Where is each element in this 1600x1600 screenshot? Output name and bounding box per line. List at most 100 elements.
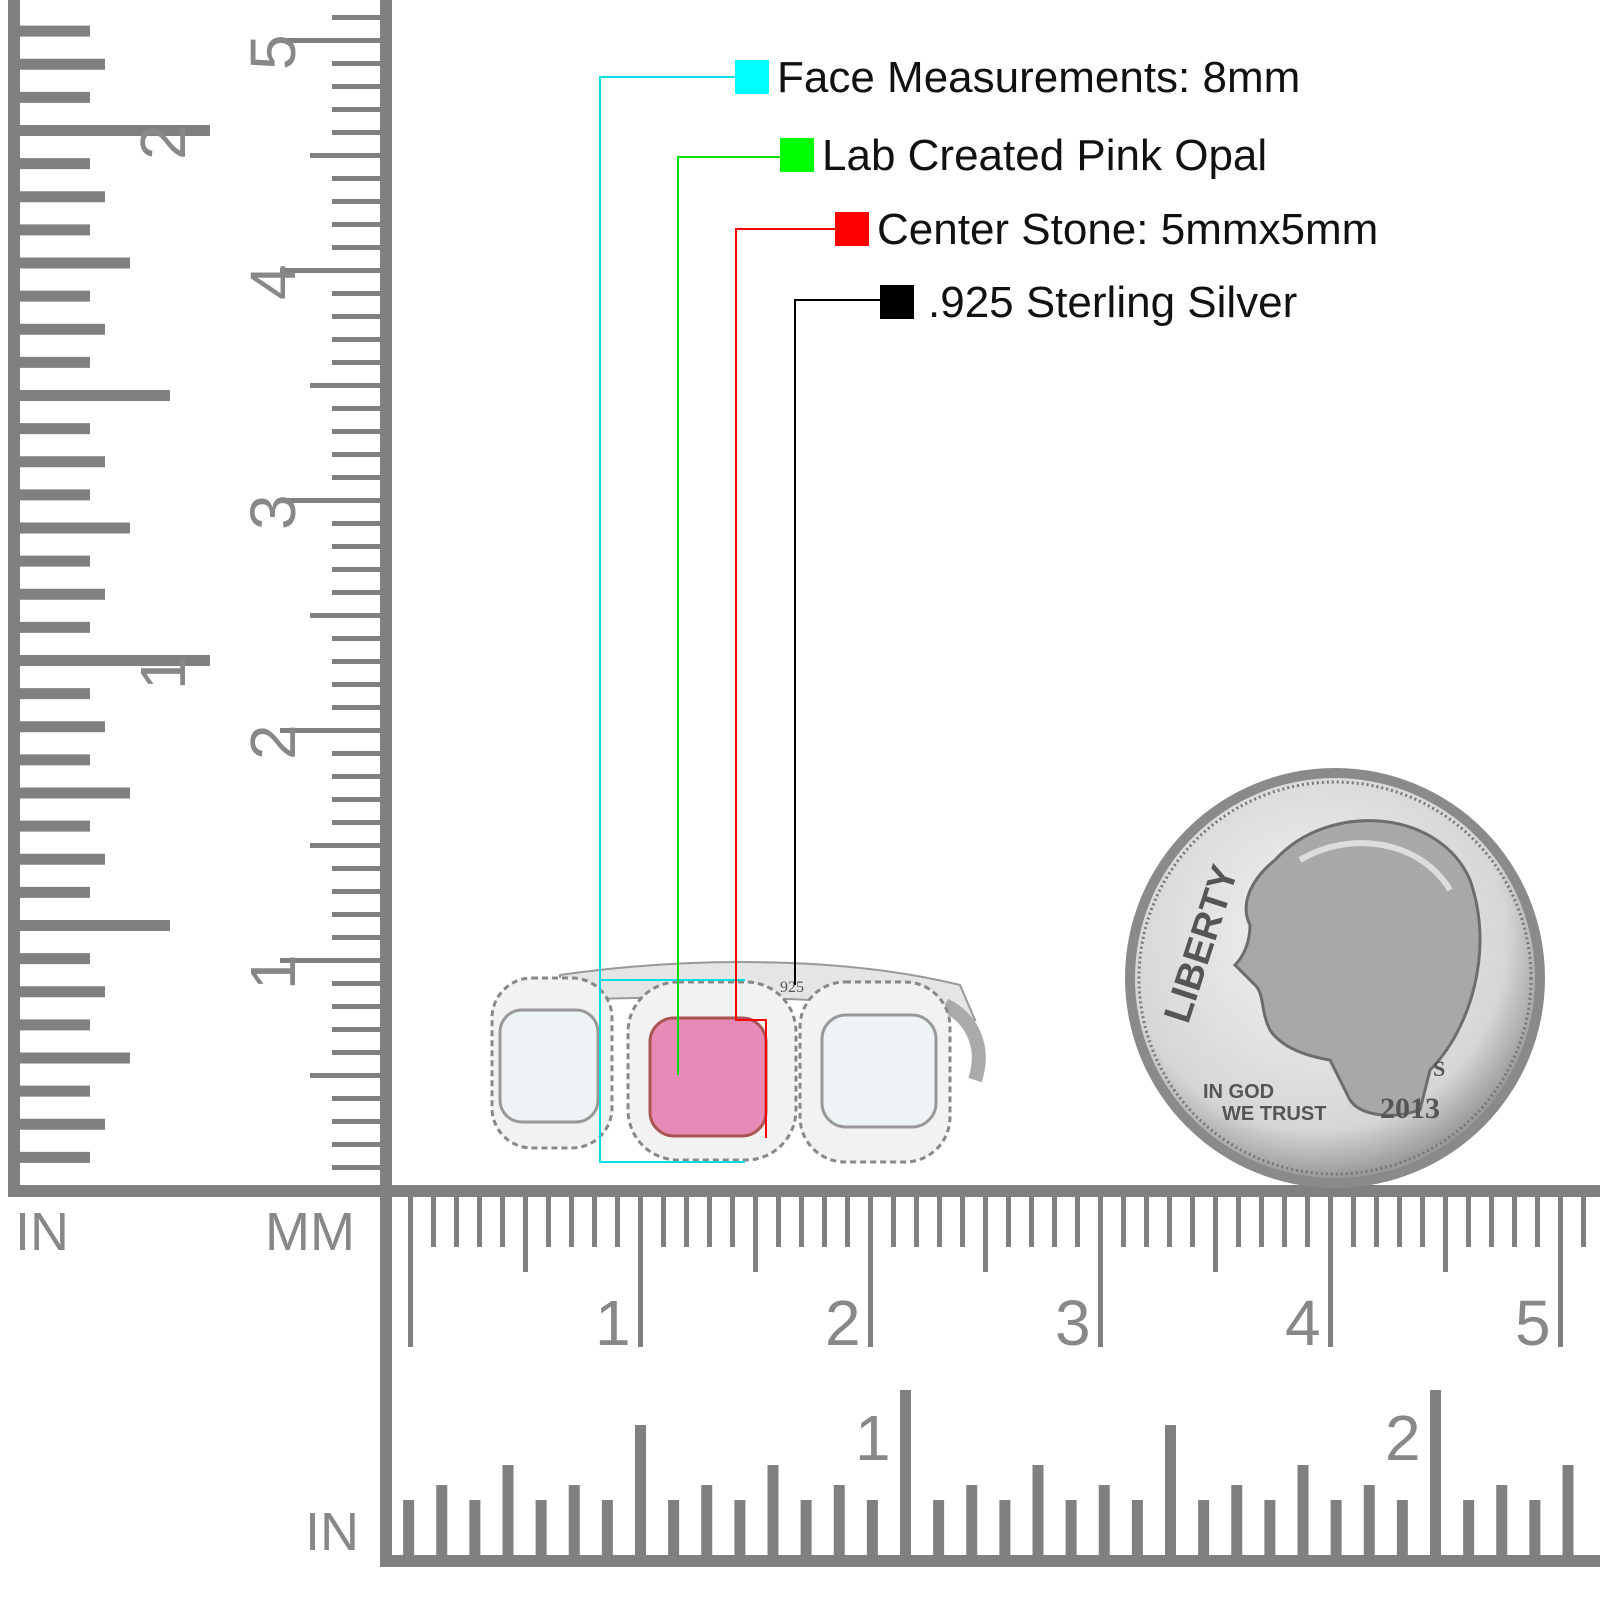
ruler-label: 2 [237,724,309,760]
inch-tick [20,91,90,103]
inch-tick [20,489,90,501]
inch-tick [1231,1485,1243,1555]
inch-tick [469,1500,481,1555]
mm-tick [332,751,380,756]
inch-tick [20,754,90,766]
inch-tick [701,1485,713,1555]
inch-tick [20,986,105,998]
inch-tick [20,688,90,700]
mm-tick [332,475,380,480]
mm-tick [753,1197,758,1272]
inch-tick [20,1151,90,1163]
mm-tick [1282,1197,1287,1247]
mm-tick [332,705,380,710]
inch-tick [1330,1500,1342,1555]
inch-tick [1496,1485,1508,1555]
inch-tick [20,356,90,368]
mm-tick [1512,1197,1517,1247]
mm-tick [332,866,380,871]
mm-tick [332,337,380,342]
legend-swatch [780,138,814,172]
mm-tick [332,15,380,20]
mm-tick [1052,1197,1057,1247]
inch-tick [1562,1465,1574,1555]
ruler-label: 1 [595,1287,631,1359]
side-stone-right [820,1013,938,1129]
mm-tick [776,1197,781,1247]
mm-tick [1190,1197,1195,1247]
mm-tick [1075,1197,1080,1247]
mm-tick [592,1197,597,1247]
horizontal-ruler-bottom-edge [380,1555,1600,1567]
side-stone-left [498,1008,600,1124]
ruler-label: IN [15,1202,69,1262]
inch-tick [436,1485,448,1555]
inch-tick [20,1085,90,1097]
inch-tick [933,1500,945,1555]
inch-tick [20,257,130,269]
ruler-label: 1 [237,954,309,990]
inch-tick [900,1390,911,1555]
inch-tick [20,390,170,401]
mm-tick [332,61,380,66]
inch-tick [1098,1485,1110,1555]
inch-tick [833,1485,845,1555]
inch-tick [20,588,105,600]
mm-tick [914,1197,919,1247]
mm-tick [332,1050,380,1055]
inch-tick [601,1500,613,1555]
inch-tick [20,58,105,70]
legend-label: Lab Created Pink Opal [822,131,1268,180]
inch-tick [1430,1390,1441,1555]
mm-tick [1121,1197,1126,1247]
ruler-label: 4 [237,264,309,300]
mm-tick [332,774,380,779]
inch-tick [502,1465,514,1555]
mm-tick [1420,1197,1425,1247]
inch-tick [1297,1465,1309,1555]
inch-tick [20,920,170,931]
inch-tick [20,886,90,898]
inch-tick [20,191,105,203]
mm-tick [332,84,380,89]
mm-tick [280,498,380,503]
mm-tick [332,452,380,457]
mm-tick [1581,1197,1586,1247]
mm-tick [1167,1197,1172,1247]
mm-tick [332,912,380,917]
inch-tick [1363,1485,1375,1555]
inch-tick [403,1500,415,1555]
mm-tick [1328,1197,1333,1347]
inch-tick [20,1052,130,1064]
mm-tick [332,245,380,250]
ruler-label: 3 [237,494,309,530]
inch-tick [734,1500,746,1555]
inch-tick [20,555,90,567]
coin-mint-mark: S [1433,1056,1445,1081]
mm-tick [799,1197,804,1247]
inch-tick [20,323,105,335]
legend-label: .925 Sterling Silver [928,278,1298,327]
mm-tick [661,1197,666,1247]
mm-tick [1305,1197,1310,1247]
dime-coin: LIBERTY IN GOD WE TRUST 2013 S [1125,768,1545,1188]
mm-tick [707,1197,712,1247]
mm-tick [332,222,380,227]
mm-tick [1443,1197,1448,1272]
mm-tick [730,1197,735,1247]
horizontal-ruler-top-edge [8,1185,1600,1197]
mm-tick [1098,1197,1103,1347]
mm-tick [1259,1197,1264,1247]
mm-tick [822,1197,827,1247]
mm-tick [332,130,380,135]
mm-tick [1535,1197,1540,1247]
inch-tick [568,1485,580,1555]
inch-tick [1529,1500,1541,1555]
inch-tick [1131,1500,1143,1555]
horizontal-ruler-left-edge [380,1185,392,1565]
mm-tick [615,1197,620,1247]
coin-portrait [1232,819,1482,1117]
ruler-label: IN [305,1502,359,1562]
